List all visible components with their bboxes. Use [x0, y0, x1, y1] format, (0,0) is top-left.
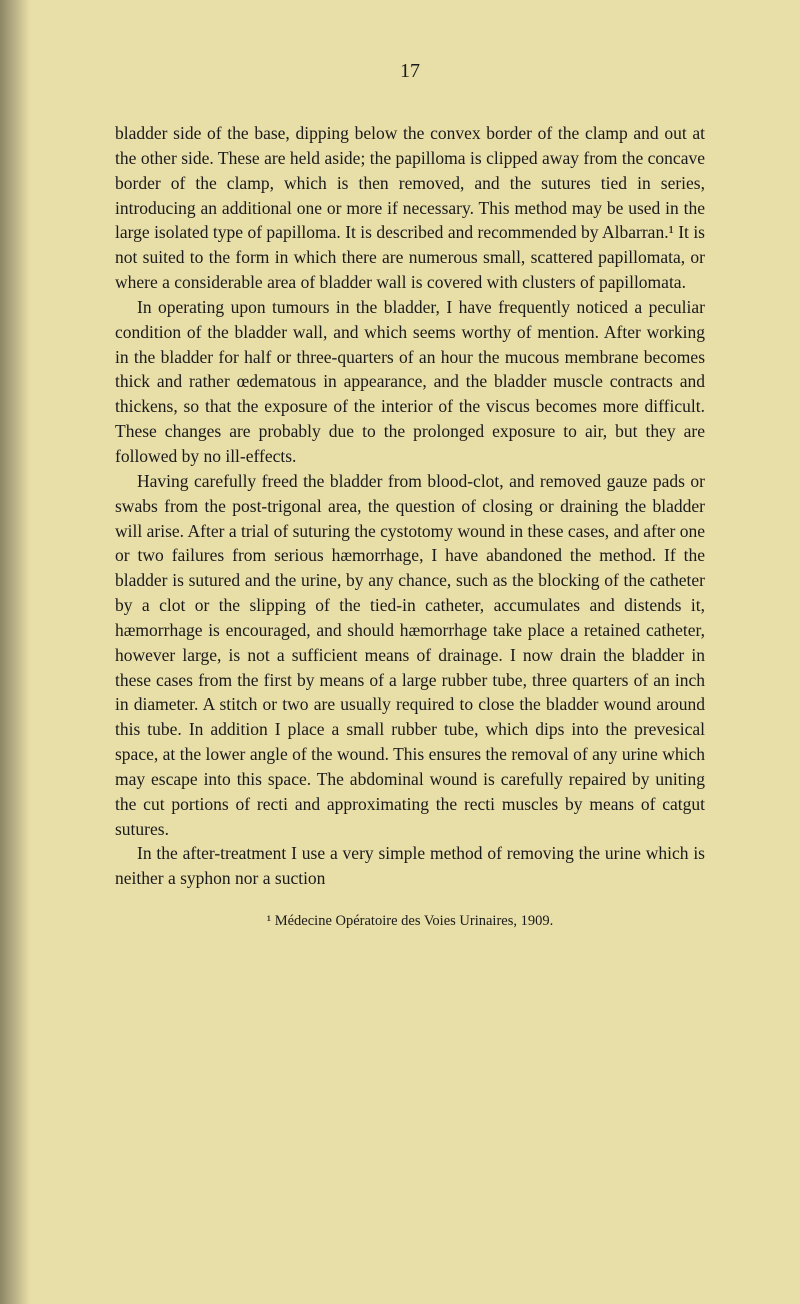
footnote: ¹ Médecine Opératoire des Voies Urinaire… — [115, 913, 705, 930]
paragraph: In operating upon tumours in the bladder… — [115, 295, 705, 469]
page-number: 17 — [115, 60, 705, 83]
document-page: 17 bladder side of the base, dipping bel… — [0, 0, 800, 980]
paragraph: bladder side of the base, dipping below … — [115, 121, 705, 295]
body-text: bladder side of the base, dipping below … — [115, 121, 705, 891]
paragraph: In the after-treatment I use a very simp… — [115, 841, 705, 891]
paragraph: Having carefully freed the bladder from … — [115, 469, 705, 842]
